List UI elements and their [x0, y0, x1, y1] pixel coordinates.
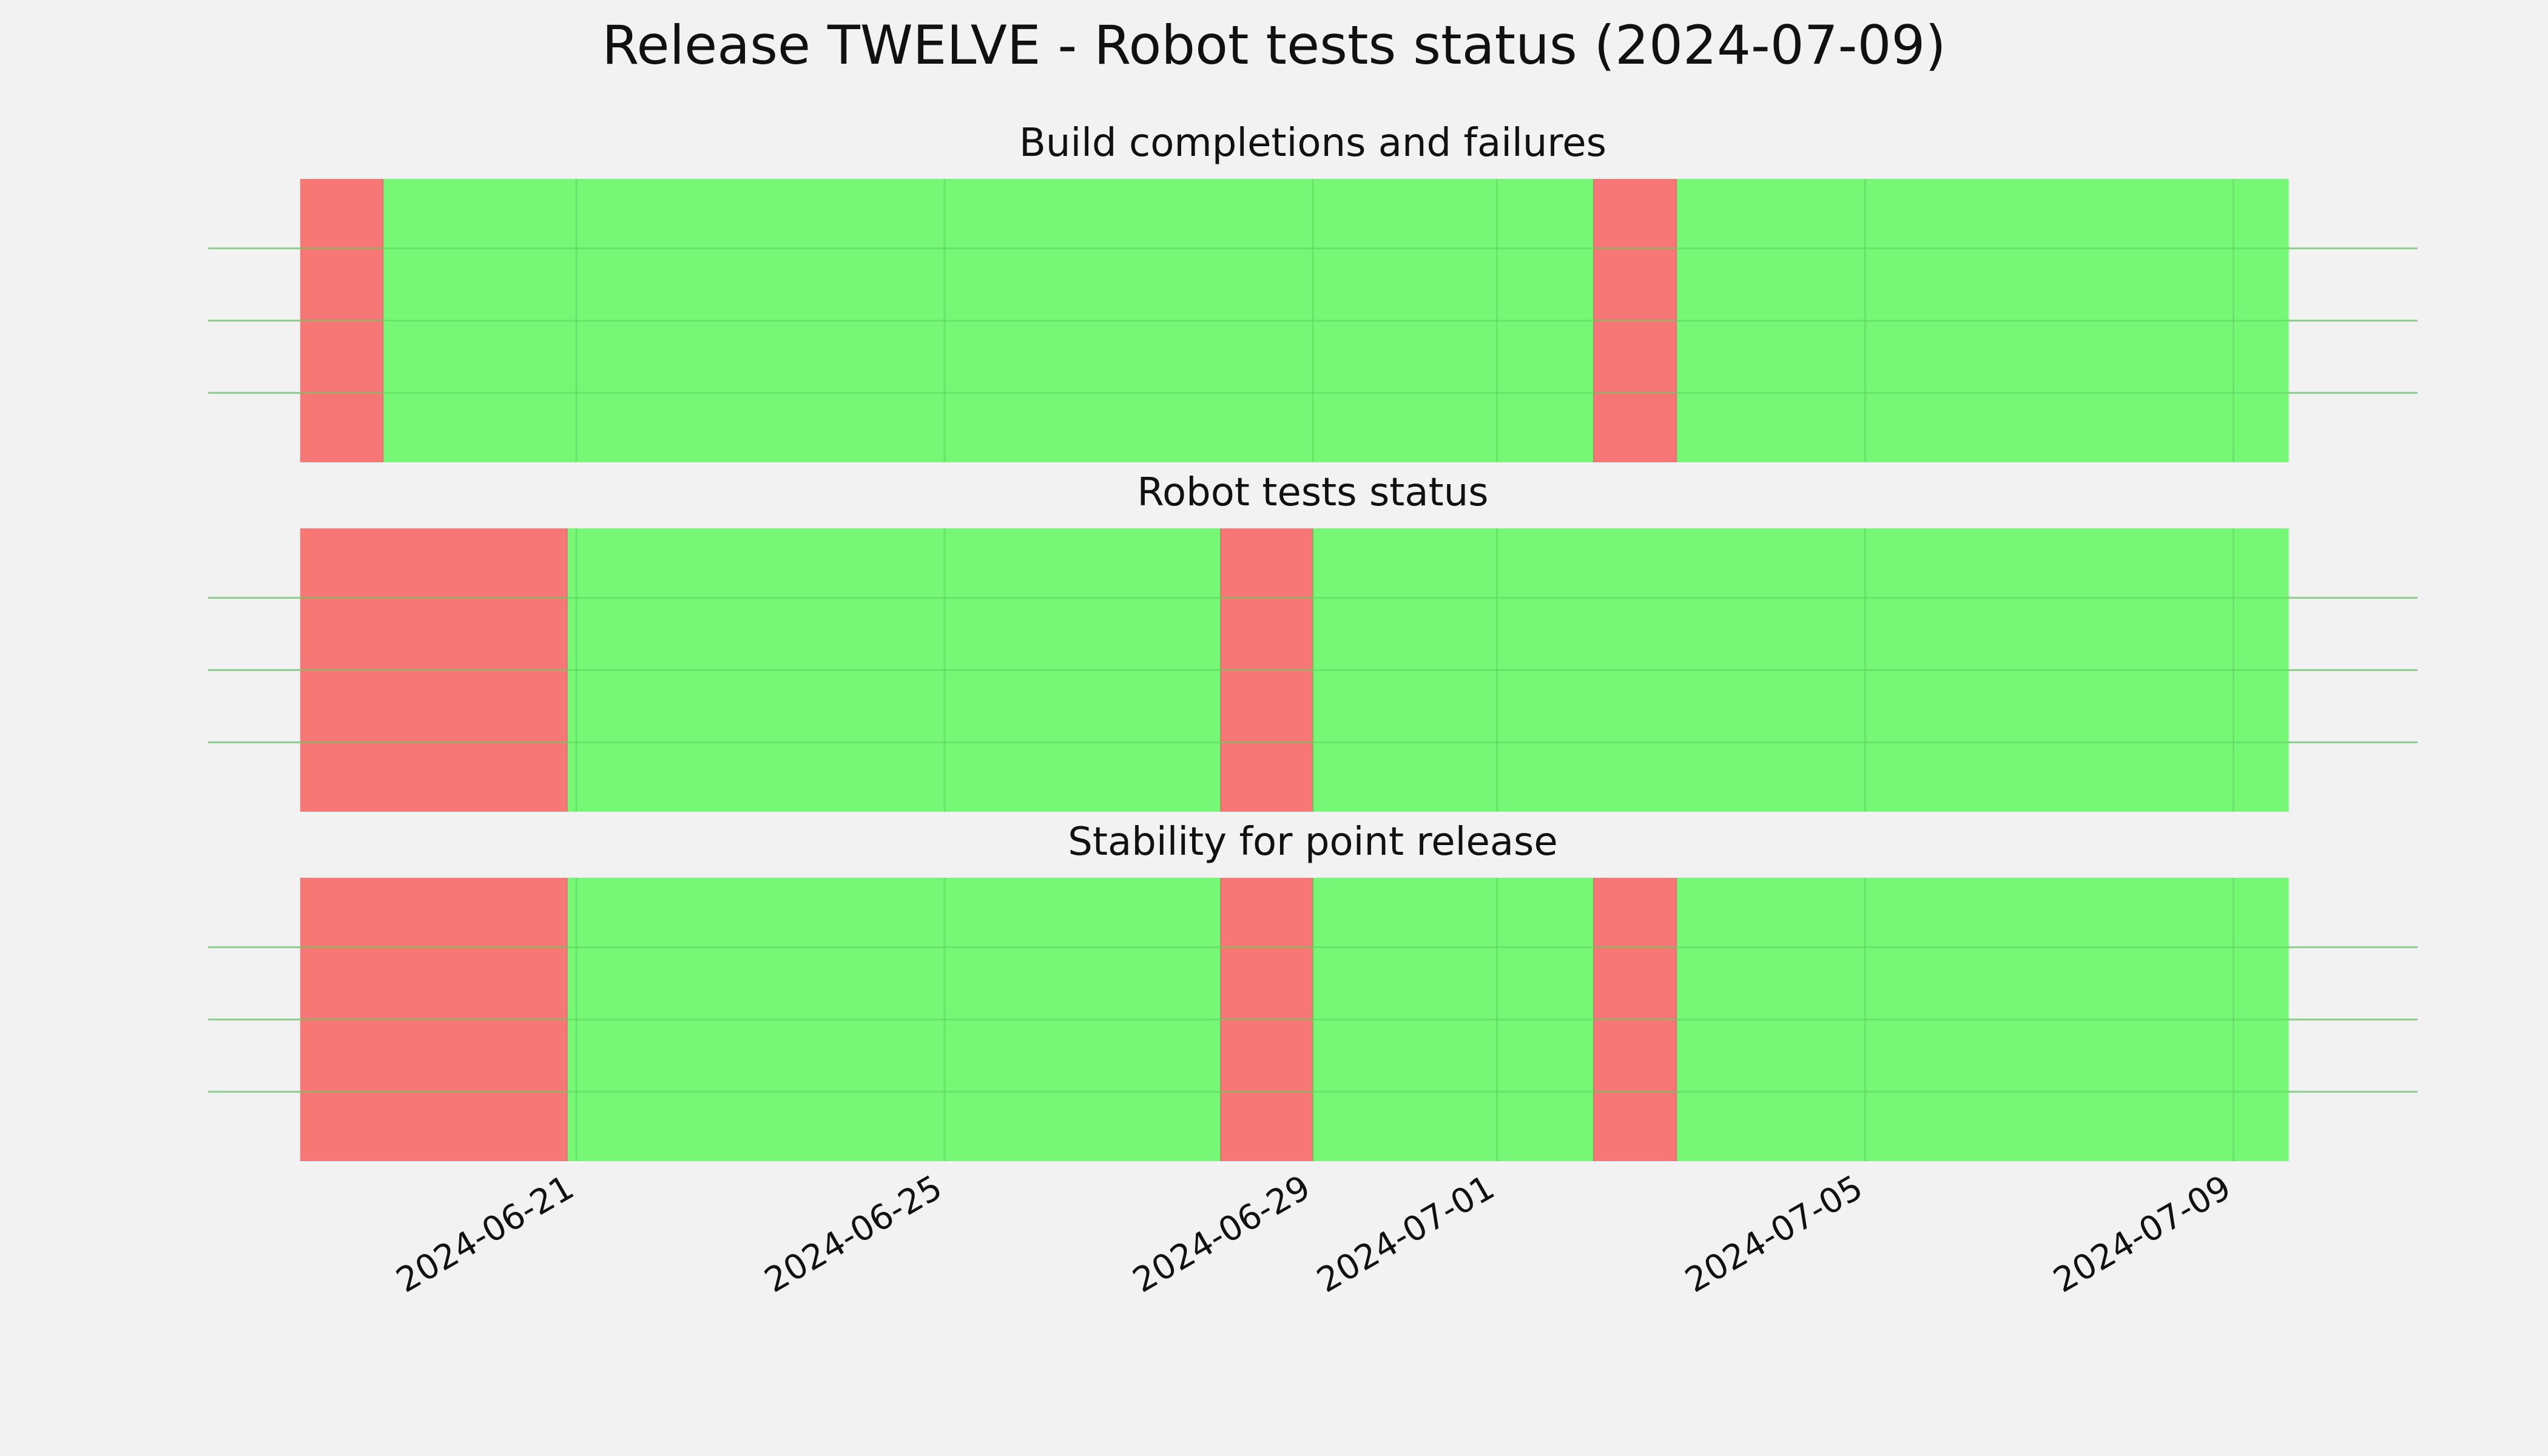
- panel-title: Robot tests status: [1137, 470, 1488, 515]
- panel-title: Stability for point release: [1068, 820, 1558, 864]
- figure-title: Release TWELVE - Robot tests status (202…: [602, 14, 1946, 76]
- chart-panel-1: Build completions and failures: [208, 121, 2418, 462]
- panel-title: Build completions and failures: [1019, 121, 1606, 166]
- chart-panels: Build completions and failures Robot test…: [208, 121, 2418, 1161]
- chart-panel-3: Stability for point release: [208, 820, 2418, 1161]
- chart-panel-2: Robot tests status: [208, 470, 2418, 812]
